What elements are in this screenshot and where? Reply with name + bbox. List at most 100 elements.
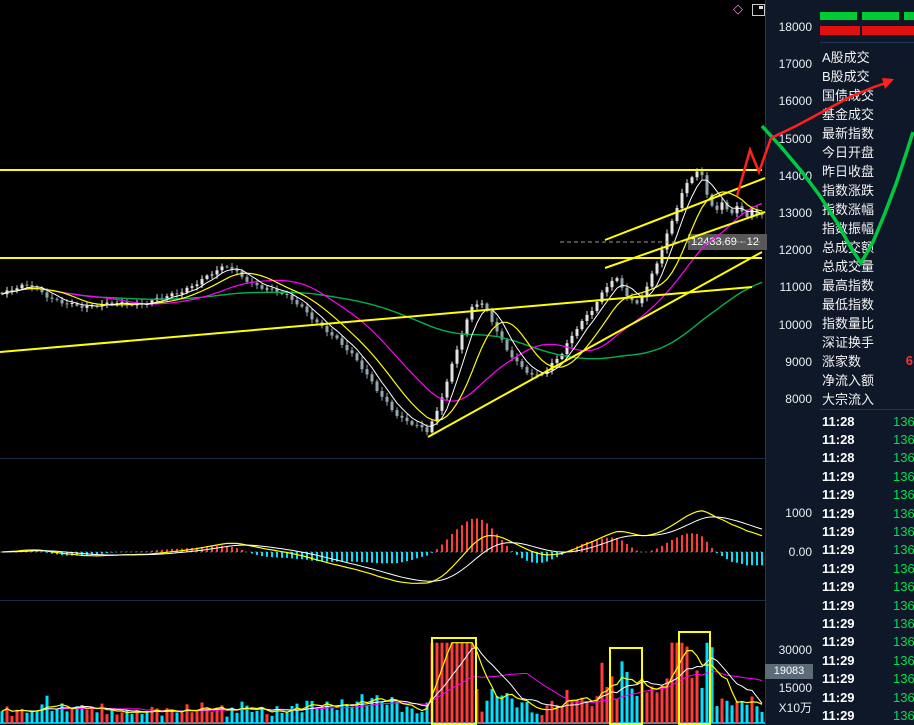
tick-value: 136 <box>893 468 914 484</box>
tick-time: 11:28 <box>822 432 855 448</box>
panel-divider-1 <box>0 458 765 459</box>
sidebar-row[interactable]: 昨日收盘 <box>822 161 914 180</box>
sidebar-row-label: 最低指数 <box>822 297 875 312</box>
tick-value: 136 <box>893 579 914 595</box>
tick-value: 136 <box>893 413 914 429</box>
tick-row[interactable]: 11:29 136 <box>822 504 914 522</box>
tick-value: 136 <box>893 597 914 613</box>
sidebar-row[interactable]: 最高指数 <box>822 275 914 294</box>
sidebar-row-label: A股成交 <box>822 50 870 65</box>
tick-row[interactable]: 11:28 136 <box>822 449 914 467</box>
sidebar-row[interactable]: A股成交 <box>822 47 914 66</box>
tick-row[interactable]: 11:29 136 <box>822 669 914 687</box>
tick-row[interactable]: 11:29 136 <box>822 614 914 632</box>
axis-label: 8000 <box>785 392 812 406</box>
volume-current-badge: 19083 <box>765 664 813 679</box>
sidebar-row[interactable]: 指数振幅 <box>822 218 914 237</box>
sidebar-rows: A股成交 B股成交国债成交 基金成交最新指数今日开盘昨日收盘指数涨跌 指数涨幅指数振幅… <box>822 47 914 408</box>
sidebar-row-label: 国债成交 <box>822 88 875 103</box>
axis-label: 0.00 <box>788 545 812 559</box>
sidebar-row-label: 今日开盘 <box>822 145 875 160</box>
sidebar-row[interactable]: 净流入额 <box>822 370 914 389</box>
sidebar-row[interactable]: 深证换手 <box>822 332 914 351</box>
sidebar-row-label: 深证换手 <box>822 335 875 350</box>
sidebar-row-label: B股成交 <box>822 69 870 84</box>
tick-list: 11:28 136 11:28 136 11:28 136 11:29 136 11:29 136… <box>822 412 914 725</box>
axis-label: 14000 <box>778 168 812 183</box>
sidebar-row[interactable]: 国债成交 <box>822 85 914 104</box>
tick-time: 11:29 <box>822 468 855 484</box>
axis-label: 16000 <box>778 94 812 109</box>
tick-value: 136 <box>893 615 914 631</box>
sidebar-row-label: 最高指数 <box>822 278 875 293</box>
sidebar-row[interactable]: 指数量比 <box>822 313 914 332</box>
tick-time: 11:29 <box>822 707 855 723</box>
sidebar-row[interactable]: 大宗流入 <box>822 389 914 408</box>
sidebar-row-value: 6 <box>905 353 913 368</box>
sidebar-row-label: 指数涨跌 <box>822 183 875 198</box>
tick-row[interactable]: 11:29 136 <box>822 541 914 559</box>
sidebar-row[interactable]: 指数涨跌 <box>822 180 914 199</box>
sidebar-row[interactable]: 基金成交 <box>822 104 914 123</box>
window-icon[interactable] <box>752 4 765 16</box>
sidebar-row-label: 指数量比 <box>822 316 875 331</box>
tick-time: 11:29 <box>822 615 855 631</box>
tick-row[interactable]: 11:29 136 <box>822 578 914 596</box>
tick-value: 136 <box>893 542 914 558</box>
sidebar-row-label: 昨日收盘 <box>822 164 875 179</box>
tick-time: 11:29 <box>822 487 855 503</box>
sidebar-row[interactable]: 今日开盘 <box>822 142 914 161</box>
axis-label: 13000 <box>778 206 812 220</box>
tick-value: 136 <box>893 707 914 723</box>
diamond-icon[interactable]: ◇ <box>733 1 743 16</box>
sidebar-row-label: 净流入额 <box>822 373 875 388</box>
sidebar-row[interactable]: 最新指数 <box>822 123 914 142</box>
tick-row[interactable]: 11:29 136 <box>822 467 914 485</box>
sidebar-row[interactable]: 涨家数 6 <box>822 351 914 370</box>
tick-row[interactable]: 11:28 136 <box>822 412 914 430</box>
tick-value: 136 <box>893 487 914 503</box>
sidebar-row[interactable]: 总成交额 <box>822 237 914 256</box>
tick-row[interactable]: 11:29 136 <box>822 559 914 577</box>
tick-time: 11:29 <box>822 634 855 650</box>
tick-row[interactable]: 11:29 136 <box>822 596 914 614</box>
tick-value: 136 <box>893 524 914 540</box>
tick-row[interactable]: 11:28 136 <box>822 430 914 448</box>
tick-time: 11:29 <box>822 671 855 687</box>
tick-row[interactable]: 11:29 136 <box>822 688 914 706</box>
sidebar-row-label: 大宗流入 <box>822 392 875 407</box>
tick-value: 136 <box>893 560 914 576</box>
tick-value: 136 <box>893 505 914 521</box>
bottom-axis-line <box>0 722 765 724</box>
tick-time: 11:28 <box>822 450 855 466</box>
sidebar-row[interactable]: 最低指数 <box>822 294 914 313</box>
axis-label: 15000 <box>778 681 812 695</box>
sidebar-row-label: 涨家数 <box>822 354 862 369</box>
tick-value: 136 <box>893 671 914 687</box>
axis-label: 11000 <box>779 280 812 295</box>
tick-row[interactable]: 11:29 136 <box>822 651 914 669</box>
panel-divider-2 <box>0 600 765 601</box>
axis-label: X10万 <box>778 701 812 715</box>
panel-divider-vertical <box>765 0 766 725</box>
tick-row[interactable]: 11:29 136 <box>822 706 914 724</box>
sidebar-row-label: 最新指数 <box>822 126 875 141</box>
tick-row[interactable]: 11:29 136 <box>822 522 914 540</box>
sidebar-row[interactable]: B股成交 <box>822 66 914 85</box>
tick-separator <box>820 409 914 410</box>
sidebar-row[interactable]: 总成交量 <box>822 256 914 275</box>
tick-row[interactable]: 11:29 136 <box>822 486 914 504</box>
tick-time: 11:29 <box>822 542 855 558</box>
chart-area[interactable] <box>0 0 765 725</box>
axis-label: 9000 <box>785 354 812 369</box>
tick-time: 11:29 <box>822 689 855 705</box>
sidebar-row-label: 总成交量 <box>822 259 875 274</box>
axis-label: 18000 <box>778 20 812 34</box>
tick-row[interactable]: 11:29 136 <box>822 633 914 651</box>
sidebar-row-label: 指数振幅 <box>822 221 875 236</box>
sidebar-row[interactable]: 指数涨幅 <box>822 199 914 218</box>
tick-value: 136 <box>893 652 914 668</box>
tick-value: 136 <box>893 689 914 705</box>
axis-label: 12000 <box>778 243 812 258</box>
